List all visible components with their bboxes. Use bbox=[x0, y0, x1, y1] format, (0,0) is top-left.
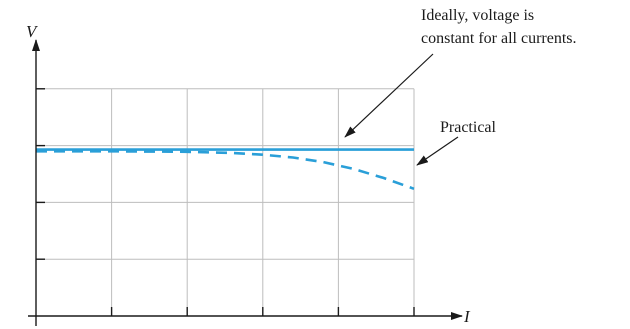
annotation-practical: Practical bbox=[416, 119, 497, 166]
annotation-ideal: Ideally, voltage is constant for all cur… bbox=[344, 7, 577, 138]
annotation-ideal-line-2: constant for all currents. bbox=[421, 30, 577, 47]
grid bbox=[36, 88, 415, 316]
y-axis-label: V bbox=[26, 22, 39, 41]
annotation-ideal-line-1: Ideally, voltage is bbox=[421, 7, 534, 24]
x-axis-label: I bbox=[463, 307, 471, 326]
axes bbox=[28, 39, 463, 326]
series-layer bbox=[36, 148, 415, 191]
ticks bbox=[36, 88, 415, 316]
annotation-practical-arrow bbox=[416, 136, 459, 166]
series-line-dashed bbox=[36, 150, 415, 191]
annotation-ideal-arrow bbox=[344, 53, 434, 138]
annotation-practical-label: Practical bbox=[440, 119, 497, 136]
